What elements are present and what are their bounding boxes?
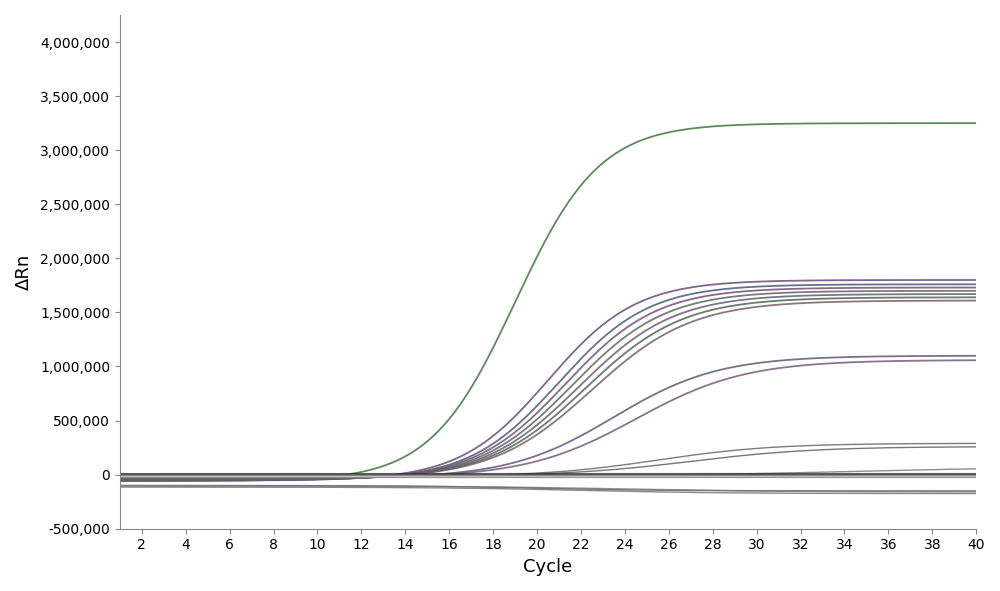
X-axis label: Cycle: Cycle [523,558,573,576]
Y-axis label: ΔRn: ΔRn [15,254,33,290]
